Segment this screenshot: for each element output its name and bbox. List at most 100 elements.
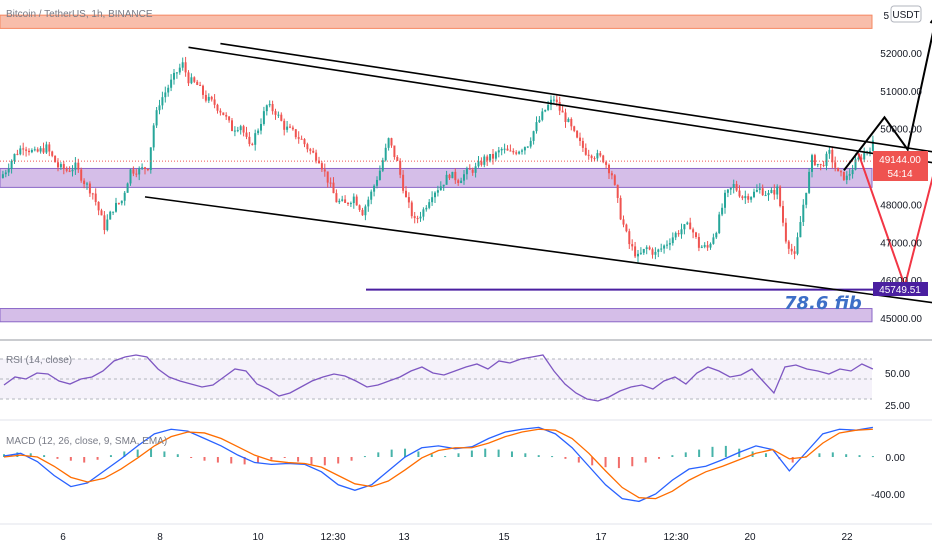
candle-body — [779, 186, 782, 207]
macd-histogram-bar — [190, 457, 193, 458]
candle-body — [291, 127, 294, 130]
macd-histogram-bar — [363, 456, 366, 458]
candle-body — [697, 236, 700, 248]
candle-body — [399, 160, 402, 175]
candle-body — [663, 245, 666, 249]
candle-body — [608, 164, 610, 174]
candle-body — [428, 202, 431, 208]
candle-body — [19, 148, 22, 155]
candle-body — [631, 244, 634, 247]
candle-body — [683, 224, 686, 230]
macd-histogram-bar — [684, 452, 687, 457]
candle-body — [477, 161, 480, 167]
macd-histogram-bar — [390, 449, 393, 457]
candle-body — [312, 150, 315, 153]
candle-body — [106, 219, 109, 231]
macd-histogram-bar — [43, 455, 46, 457]
macd-histogram-bar — [457, 453, 460, 457]
zone-support-1 — [0, 167, 873, 188]
macd-histogram-bar — [163, 451, 166, 457]
candle-body — [622, 219, 625, 225]
macd-histogram-bar — [176, 454, 179, 457]
candles-layer — [1, 56, 874, 263]
candle-body — [535, 122, 538, 132]
candle-body — [381, 160, 384, 171]
macd-signal-line — [3, 428, 873, 500]
candle-body — [596, 153, 599, 159]
top-price-fragment: 5 — [883, 11, 889, 22]
macd-histogram-bar — [297, 457, 300, 462]
currency-badge[interactable]: USDT — [890, 5, 922, 23]
fib-annotation: 78.6 fib — [784, 293, 862, 314]
macd-histogram-bar — [484, 448, 487, 457]
candle-body — [645, 247, 648, 249]
candle-body — [225, 114, 228, 117]
candle-body — [175, 72, 178, 74]
macd-histogram-bar — [323, 457, 326, 466]
candle-body — [506, 148, 509, 151]
candle-body — [561, 110, 564, 113]
macd-histogram-bar — [404, 448, 407, 457]
macd-histogram-bar — [577, 457, 580, 463]
candle-body — [753, 191, 755, 198]
last-price-value: 49144.00 — [879, 155, 921, 166]
candle-body — [387, 138, 390, 148]
candle-body — [558, 102, 561, 111]
macd-histogram-bar — [871, 456, 874, 458]
candle-body — [425, 207, 428, 210]
candle-body — [115, 202, 117, 212]
candle-body — [59, 164, 62, 168]
candle-body — [370, 191, 373, 200]
candle-body — [639, 252, 642, 254]
candle-body — [88, 183, 91, 194]
candle-body — [529, 140, 532, 147]
macd-histogram-bar — [764, 453, 767, 457]
candle-body — [431, 197, 434, 203]
candle-body — [16, 153, 19, 155]
candle-body — [13, 153, 16, 162]
candle-body — [666, 244, 668, 246]
macd-histogram-bar — [858, 455, 861, 457]
candle-body — [579, 137, 581, 141]
candle-body — [497, 150, 500, 153]
candle-body — [845, 175, 848, 180]
candle-body — [54, 155, 57, 163]
price-tick-label: 50000.00 — [880, 125, 922, 136]
candle-body — [509, 150, 512, 152]
candle-body — [776, 186, 779, 195]
candle-body — [36, 149, 39, 152]
time-tick-label: 15 — [498, 532, 510, 543]
candle-body — [117, 202, 120, 204]
candle-body — [590, 155, 593, 159]
candle-body — [335, 193, 338, 203]
macd-histogram-bar — [617, 457, 620, 469]
candle-body — [280, 114, 283, 121]
candle-body — [416, 218, 419, 220]
candle-body — [465, 168, 468, 175]
candle-body — [207, 96, 210, 101]
time-axis[interactable]: 6 8 10 12:30 13 15 17 12:30 20 22 — [60, 532, 853, 543]
candle-body — [526, 146, 529, 148]
candle-body — [570, 119, 573, 127]
candle-body — [668, 243, 671, 245]
candle-body — [239, 126, 242, 131]
candle-body — [784, 222, 787, 242]
candle-body — [184, 62, 187, 73]
macd-histogram-bar — [724, 445, 727, 457]
candle-body — [138, 168, 141, 175]
candle-body — [709, 243, 712, 248]
candle-body — [434, 192, 436, 198]
candle-body — [695, 232, 697, 237]
candle-body — [834, 162, 837, 168]
macd-histogram-bar — [417, 451, 420, 457]
candle-body — [10, 161, 13, 169]
macd-histogram-bar — [551, 456, 554, 458]
macd-histogram-bar — [510, 451, 513, 457]
candle-body — [204, 94, 207, 101]
candle-body — [523, 147, 526, 151]
macd-tick-label: 0.00 — [886, 453, 906, 464]
macd-histogram-bar — [791, 457, 794, 463]
candle-body — [402, 174, 405, 191]
